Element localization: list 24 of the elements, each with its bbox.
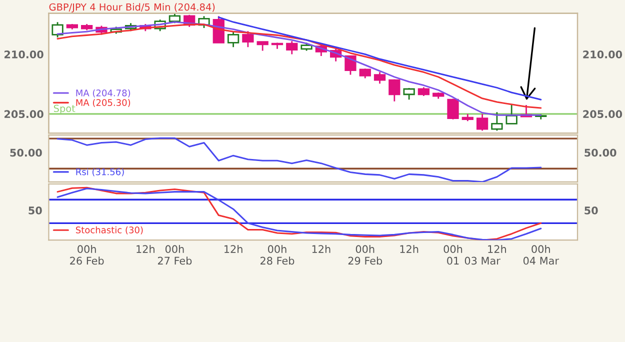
x-tick-label: 00h 01 (444, 244, 462, 265)
text: 50.00 (584, 148, 616, 157)
text: Rsi (31.56) (76, 168, 124, 176)
x-tick-label: 12h (136, 244, 154, 253)
text: 50 (28, 206, 42, 214)
legend-label: MA (205.30) (76, 98, 130, 108)
x-tick-label: 00h 27 Feb (158, 244, 192, 265)
x-tick-label: 12h (400, 244, 418, 253)
ref-line-label: Spot (54, 104, 76, 114)
y2-tick-label: 205.00 (583, 110, 622, 118)
text: 50 (584, 206, 598, 214)
x-tick-label: 12h (224, 244, 242, 253)
x-tick-label: 00h 28 Feb (260, 244, 294, 265)
text: 50.00 (10, 148, 42, 157)
x-tick-label: 00h 29 Feb (348, 244, 382, 265)
legend-label: MA (204.78) (76, 89, 130, 98)
y2-tick-label: 210.00 (583, 50, 622, 58)
x-tick-label: 00h 26 Feb (70, 244, 104, 265)
chart-title: GBP/JPY 4 Hour Bid/5 Min (204.84) (49, 3, 215, 13)
x-tick-label: 12h (312, 244, 330, 253)
x-tick-label: 00h 04 Mar (523, 244, 559, 265)
x-tick-label: 03 Mar (464, 256, 500, 265)
x-tick-label: 12h (488, 244, 506, 253)
legend-label: Stochastic (30) (76, 226, 143, 234)
